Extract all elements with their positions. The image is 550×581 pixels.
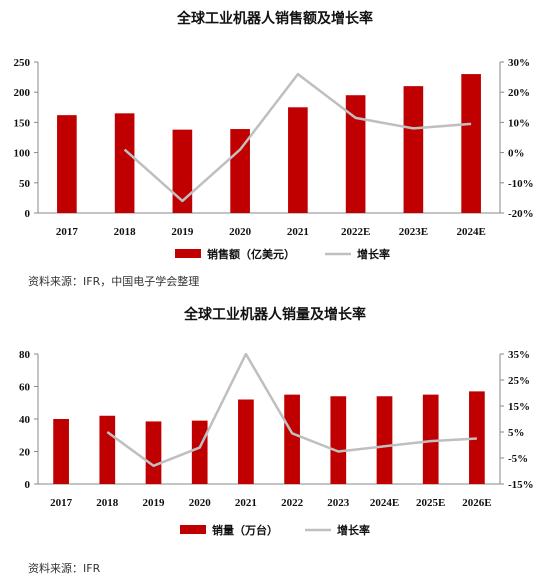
chart2-title: 全球工业机器人销量及增长率 [184, 307, 366, 323]
x-tick-label: 2017 [56, 226, 79, 238]
legend-line-label: 增长率 [337, 523, 370, 537]
x-tick-label: 2021 [287, 226, 309, 238]
right-tick-label: -10% [508, 178, 534, 190]
right-tick-label: 10% [508, 117, 530, 129]
bar [114, 113, 135, 213]
right-tick-label: 15% [508, 401, 530, 413]
x-tick-label: 2025E [416, 497, 445, 509]
x-tick-label: 2020 [229, 226, 252, 238]
x-tick-label: 2021 [235, 497, 257, 509]
bar [284, 394, 300, 484]
right-tick-label: 0% [508, 148, 525, 160]
x-tick-label: 2024E [370, 497, 399, 509]
bar [191, 420, 208, 484]
left-tick-label: 150 [14, 117, 31, 129]
bar [145, 421, 162, 484]
chart2-svg: 0 20 40 60 80 -15% -5% 5% 15% 25% 35% 2017 2018 2019 2… [19, 349, 534, 537]
bar [230, 129, 250, 213]
bar [376, 396, 393, 484]
bar [288, 107, 308, 213]
left-tick-label: 50 [19, 178, 31, 190]
chart1-title: 全球工业机器人销售额及增长率 [177, 11, 373, 27]
left-tick-label: 60 [19, 382, 31, 394]
chart1-svg: 0 50 100 150 200 250 -20% -10% 0% 10% 20% 30% 2017 20… [14, 57, 534, 261]
left-tick-label: 250 [14, 57, 31, 69]
left-tick-label: 20 [19, 447, 31, 459]
left-tick-label: 40 [19, 414, 31, 426]
left-tick-label: 100 [14, 148, 31, 160]
x-tick-label: 2019 [143, 497, 166, 509]
right-tick-label: 30% [508, 57, 530, 69]
bar [330, 396, 347, 484]
legend-line-label: 增长率 [357, 247, 390, 261]
legend-bar-swatch [175, 249, 201, 258]
growth-line [106, 352, 477, 468]
left-tick-label: 200 [14, 87, 31, 99]
x-tick-label: 2024E [456, 226, 485, 238]
left-tick-label: 0 [25, 479, 31, 491]
x-tick-label: 2023E [399, 226, 428, 238]
bar [422, 394, 439, 484]
bar [345, 95, 366, 213]
x-tick-label: 2022 [281, 497, 304, 509]
growth-line [123, 72, 472, 203]
bar [238, 399, 254, 484]
x-tick-label: 2018 [96, 497, 119, 509]
x-tick-label: 2026E [462, 497, 491, 509]
legend-bar-label: 销量（万台） [212, 523, 278, 537]
x-tick-label: 2019 [171, 226, 194, 238]
left-tick-label: 0 [25, 208, 31, 220]
x-tick-label: 2017 [50, 497, 73, 509]
chart2-source: 资料来源：IFR [28, 562, 101, 575]
right-tick-label: 35% [508, 349, 530, 361]
bar [403, 86, 424, 213]
bar [53, 419, 69, 484]
bar [469, 391, 485, 484]
bar [172, 129, 193, 213]
chart1-source: 资料来源：IFR，中国电子学会整理 [28, 275, 200, 288]
right-tick-label: -20% [508, 208, 534, 220]
right-tick-label: 25% [508, 375, 530, 387]
x-tick-label: 2018 [114, 226, 137, 238]
right-tick-label: -5% [508, 453, 528, 465]
x-tick-label: 2023 [327, 497, 350, 509]
bar [57, 115, 77, 213]
bar [99, 415, 116, 484]
right-tick-label: -15% [508, 479, 534, 491]
legend-bar-label: 销售额（亿美元） [207, 247, 295, 261]
right-tick-label: 5% [508, 427, 525, 439]
left-tick-label: 80 [19, 349, 31, 361]
legend-bar-swatch [180, 525, 206, 534]
x-tick-label: 2022E [341, 226, 370, 238]
bar [461, 74, 481, 213]
x-tick-label: 2020 [189, 497, 212, 509]
right-tick-label: 20% [508, 87, 530, 99]
